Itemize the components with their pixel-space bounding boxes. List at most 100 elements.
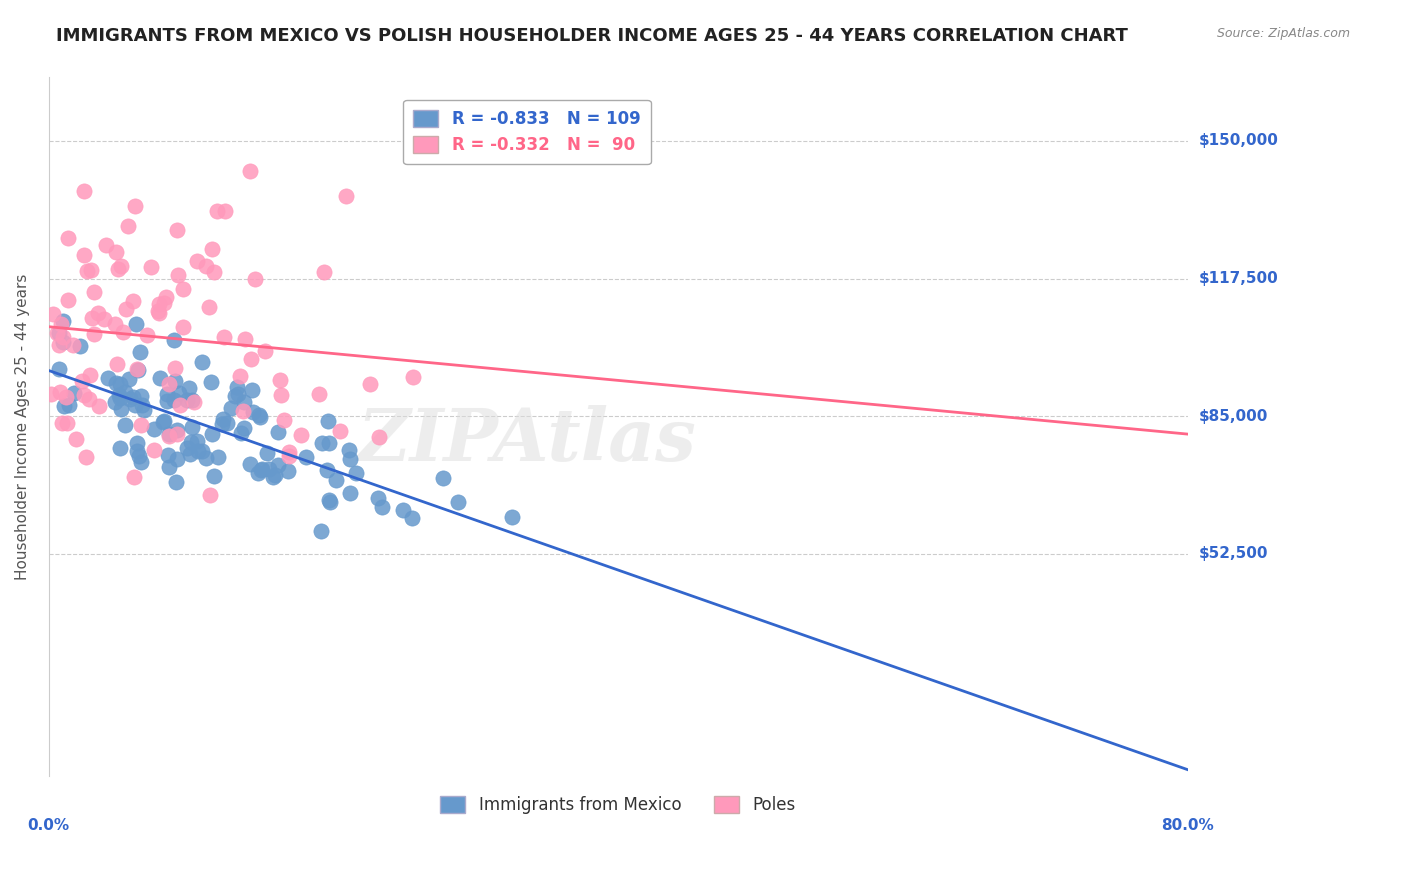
Point xyxy=(212,329,235,343)
Point xyxy=(105,244,128,259)
Point xyxy=(52,334,75,349)
Point xyxy=(207,203,229,218)
Y-axis label: Householder Income Ages 25 - 44 years: Householder Income Ages 25 - 44 years xyxy=(15,274,30,580)
Point xyxy=(89,399,111,413)
Point xyxy=(115,301,138,316)
Point xyxy=(253,344,276,359)
Point xyxy=(256,446,278,460)
Point xyxy=(166,452,188,467)
Point xyxy=(86,305,108,319)
Point xyxy=(166,427,188,442)
Point xyxy=(146,304,169,318)
Point xyxy=(108,441,131,455)
Point xyxy=(73,388,96,402)
Point xyxy=(179,447,201,461)
Point xyxy=(163,392,186,407)
Point xyxy=(290,428,312,442)
Point xyxy=(42,307,65,321)
Point xyxy=(97,371,120,385)
Point xyxy=(202,265,225,279)
Point xyxy=(125,443,148,458)
Point xyxy=(214,204,236,219)
Point xyxy=(157,426,180,441)
Point xyxy=(165,475,187,489)
Text: 0.0%: 0.0% xyxy=(28,818,70,833)
Point xyxy=(49,385,72,400)
Point xyxy=(264,467,287,482)
Point xyxy=(183,395,205,409)
Point xyxy=(62,385,84,400)
Point xyxy=(45,326,67,340)
Point xyxy=(153,296,176,310)
Point xyxy=(367,491,389,505)
Point xyxy=(311,436,333,450)
Point xyxy=(55,390,77,404)
Point xyxy=(240,383,263,397)
Point xyxy=(127,363,149,377)
Point xyxy=(229,369,252,384)
Point xyxy=(48,338,70,352)
Point xyxy=(159,459,181,474)
Point xyxy=(337,442,360,457)
Point xyxy=(79,368,101,383)
Point xyxy=(51,318,73,332)
Point xyxy=(211,417,233,432)
Point xyxy=(219,401,242,416)
Point xyxy=(432,471,454,485)
Point xyxy=(172,282,194,296)
Point xyxy=(125,362,148,376)
Point xyxy=(58,231,80,245)
Point xyxy=(312,265,335,279)
Point xyxy=(128,344,150,359)
Point xyxy=(148,306,170,320)
Point xyxy=(232,421,254,435)
Point xyxy=(267,458,290,472)
Point xyxy=(368,430,391,444)
Point xyxy=(127,435,149,450)
Text: Source: ZipAtlas.com: Source: ZipAtlas.com xyxy=(1216,27,1350,40)
Point xyxy=(48,362,70,376)
Point xyxy=(104,395,127,409)
Point xyxy=(197,300,219,314)
Point xyxy=(73,248,96,262)
Point xyxy=(166,268,188,282)
Point xyxy=(70,374,93,388)
Point xyxy=(202,469,225,483)
Point xyxy=(226,380,249,394)
Point xyxy=(76,264,98,278)
Point xyxy=(392,503,415,517)
Point xyxy=(232,394,254,409)
Point xyxy=(447,495,470,509)
Point xyxy=(163,374,186,388)
Point xyxy=(252,461,274,475)
Point xyxy=(242,405,264,419)
Point xyxy=(129,388,152,402)
Text: $85,000: $85,000 xyxy=(1199,409,1268,424)
Point xyxy=(359,376,381,391)
Point xyxy=(176,393,198,408)
Point xyxy=(166,223,188,237)
Point xyxy=(122,470,145,484)
Point xyxy=(166,423,188,437)
Point xyxy=(329,424,352,438)
Point xyxy=(267,425,290,439)
Point xyxy=(371,500,394,514)
Point xyxy=(93,311,115,326)
Point xyxy=(235,332,257,346)
Point xyxy=(315,463,337,477)
Point xyxy=(125,318,148,332)
Point xyxy=(120,392,142,407)
Point xyxy=(180,434,202,449)
Point xyxy=(136,327,159,342)
Point xyxy=(344,466,367,480)
Point xyxy=(58,398,80,412)
Point xyxy=(318,436,340,450)
Text: $150,000: $150,000 xyxy=(1199,134,1278,148)
Point xyxy=(83,327,105,342)
Point xyxy=(177,381,200,395)
Point xyxy=(245,271,267,285)
Point xyxy=(104,376,127,391)
Text: $52,500: $52,500 xyxy=(1199,547,1268,561)
Point xyxy=(238,164,260,178)
Point xyxy=(110,259,132,273)
